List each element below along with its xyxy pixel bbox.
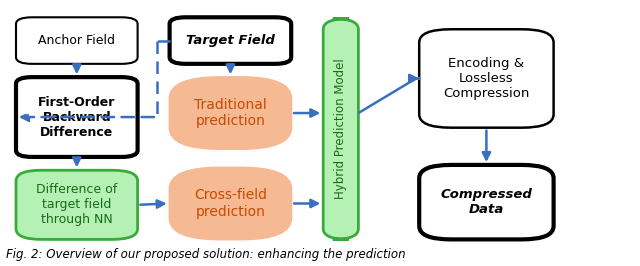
- Text: First-Order
Backward
Difference: First-Order Backward Difference: [38, 95, 115, 139]
- FancyBboxPatch shape: [419, 165, 554, 239]
- FancyBboxPatch shape: [16, 77, 138, 157]
- FancyBboxPatch shape: [16, 170, 138, 239]
- Text: Hybrid Prediction Model: Hybrid Prediction Model: [334, 59, 348, 200]
- Text: Encoding &
Lossless
Compression: Encoding & Lossless Compression: [444, 57, 529, 100]
- FancyBboxPatch shape: [16, 17, 138, 64]
- FancyBboxPatch shape: [323, 19, 358, 239]
- Text: Cross-field
prediction: Cross-field prediction: [194, 188, 267, 219]
- Text: Difference of
target field
through NN: Difference of target field through NN: [36, 183, 117, 226]
- FancyBboxPatch shape: [170, 77, 291, 149]
- Text: Compressed
Data: Compressed Data: [440, 188, 532, 216]
- FancyBboxPatch shape: [419, 29, 554, 128]
- Text: Fig. 2: Overview of our proposed solution: enhancing the prediction: Fig. 2: Overview of our proposed solutio…: [6, 248, 406, 261]
- Text: Anchor Field: Anchor Field: [38, 34, 115, 47]
- FancyBboxPatch shape: [170, 17, 291, 64]
- Text: Target Field: Target Field: [186, 34, 275, 47]
- FancyBboxPatch shape: [170, 168, 291, 239]
- Text: Traditional
prediction: Traditional prediction: [194, 98, 267, 128]
